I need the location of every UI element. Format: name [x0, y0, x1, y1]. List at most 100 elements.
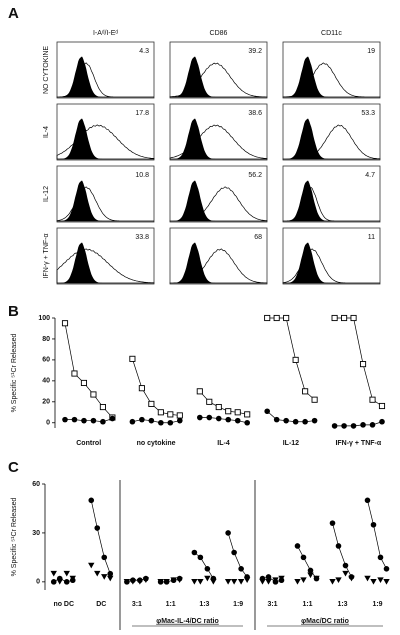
marker	[237, 579, 245, 585]
isotype-histogram	[57, 118, 154, 159]
marker	[109, 415, 116, 422]
marker	[348, 575, 355, 582]
marker	[292, 356, 299, 363]
marker	[101, 574, 108, 580]
series-line	[160, 578, 180, 583]
marker	[278, 575, 285, 582]
panel-letter: A	[8, 5, 19, 22]
marker	[342, 570, 349, 577]
marker	[265, 579, 272, 585]
marker	[158, 419, 164, 426]
marker	[244, 419, 250, 426]
y-tick-label: 0	[46, 420, 50, 427]
isotype-histogram	[283, 56, 380, 97]
row-label: NO CYTOKINE	[43, 46, 50, 94]
percent-label: 33.8	[135, 234, 149, 241]
marker	[259, 579, 266, 585]
marker	[265, 574, 272, 580]
marker	[197, 554, 204, 561]
stained-histogram	[169, 124, 268, 160]
percent-label: 17.8	[135, 110, 149, 117]
marker	[204, 575, 211, 582]
marker	[307, 572, 314, 579]
percent-label: 10.8	[135, 172, 149, 179]
marker	[90, 391, 97, 398]
marker	[215, 403, 222, 411]
marker	[359, 361, 367, 368]
marker	[191, 549, 198, 556]
x-tick-label: IL-12	[283, 440, 299, 447]
marker	[342, 562, 349, 569]
percent-label: 4.7	[365, 172, 375, 179]
percent-label: 56.2	[248, 172, 262, 179]
isotype-histogram	[170, 56, 267, 97]
y-axis-label: % Specific ⁵¹Cr Released	[11, 498, 18, 577]
row-label: IL-12	[43, 186, 50, 202]
percent-label: 68	[254, 234, 262, 241]
percent-label: 39.2	[248, 48, 262, 55]
marker	[129, 579, 137, 585]
x-tick-label: IFN-γ + TNF-α	[335, 440, 381, 447]
marker	[302, 388, 309, 395]
marker	[244, 411, 251, 418]
marker	[176, 577, 183, 584]
series-line	[267, 317, 315, 400]
series-line	[64, 323, 113, 418]
marker	[71, 416, 78, 423]
marker	[350, 314, 357, 322]
stained-histogram	[56, 124, 155, 160]
marker	[379, 418, 385, 425]
marker	[148, 417, 155, 424]
marker	[69, 575, 76, 582]
marker	[294, 543, 301, 549]
marker	[81, 417, 87, 424]
isotype-histogram	[170, 242, 267, 283]
marker	[369, 422, 376, 428]
marker	[177, 417, 183, 424]
marker	[243, 577, 251, 584]
marker	[294, 579, 301, 585]
marker	[360, 422, 366, 428]
marker	[292, 418, 299, 425]
stained-histogram	[169, 62, 268, 98]
marker	[148, 400, 155, 407]
marker	[139, 416, 145, 423]
x-tick-label: IL-4	[217, 440, 230, 447]
marker	[123, 579, 131, 585]
column-label: I-Aᵈ/I-Eᵈ	[93, 30, 118, 37]
marker	[196, 388, 203, 395]
marker	[99, 403, 106, 411]
row-label: IL-4	[43, 126, 50, 138]
isotype-histogram	[170, 118, 267, 159]
stained-histogram	[282, 62, 381, 98]
marker	[80, 379, 88, 387]
stained-histogram	[56, 248, 155, 284]
series-line	[297, 545, 317, 579]
marker	[302, 418, 308, 425]
marker	[335, 577, 342, 584]
y-tick-label: 40	[42, 378, 50, 385]
stained-histogram	[282, 248, 380, 284]
marker	[300, 577, 307, 584]
percent-label: 19	[367, 48, 375, 55]
marker	[56, 579, 63, 585]
marker	[311, 417, 318, 424]
marker	[329, 520, 336, 526]
x-tick-label: no cytokine	[137, 440, 176, 447]
isotype-histogram	[170, 180, 267, 221]
marker	[163, 579, 170, 585]
marker	[311, 396, 318, 403]
marker	[364, 575, 371, 582]
marker	[364, 497, 371, 504]
y-tick-label: 100	[38, 315, 50, 322]
marker	[313, 575, 320, 582]
marker	[273, 416, 280, 423]
marker	[63, 570, 70, 577]
marker	[191, 579, 198, 585]
column-label: CD11c	[321, 30, 342, 37]
x-tick-label: 3:1	[267, 601, 277, 608]
marker	[50, 579, 57, 585]
marker	[100, 418, 106, 425]
x-tick-label: 1:3	[199, 601, 209, 608]
